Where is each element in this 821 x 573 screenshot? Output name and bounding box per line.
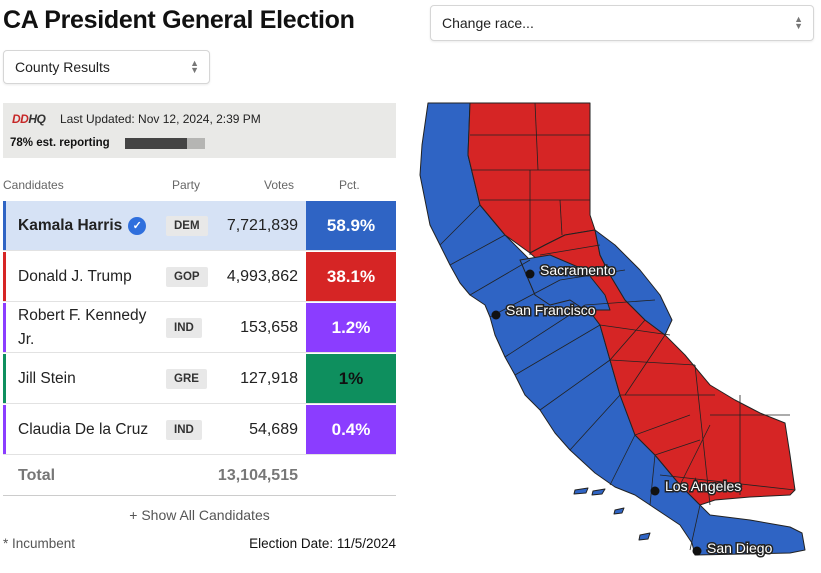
vote-percent: 38.1% — [306, 252, 396, 301]
vote-count: 54,689 — [249, 420, 298, 438]
vote-count: 153,658 — [240, 318, 298, 336]
candidate-name: Claudia De la Cruz — [18, 420, 149, 438]
san-francisco-label: San Francisco — [506, 302, 596, 318]
candidate-name: Jill Stein — [18, 369, 76, 387]
election-date: Election Date: 11/5/2024 — [249, 536, 396, 551]
candidate-name: Kamala Harris ✓ — [18, 214, 158, 238]
winner-check-icon: ✓ — [128, 216, 147, 235]
candidate-row[interactable]: Jill Stein GRE 127,918 1% — [3, 354, 396, 404]
map-island — [573, 487, 589, 495]
vote-percent: 1% — [306, 354, 396, 403]
party-color-accent — [3, 405, 6, 454]
vote-count: 127,918 — [240, 369, 298, 387]
party-color-accent — [3, 201, 6, 250]
vote-count: 4,993,862 — [226, 267, 298, 285]
party-badge: IND — [166, 419, 202, 440]
reporting-progress-fill — [125, 138, 188, 149]
party-badge: GOP — [166, 266, 208, 287]
results-view-select[interactable]: County Results ▲ ▼ — [3, 50, 210, 84]
party-color-accent — [3, 303, 6, 352]
vote-percent: 58.9% — [306, 201, 396, 250]
total-row: Total 13,104,515 — [3, 458, 396, 496]
los-angeles-marker — [650, 486, 660, 496]
sacramento-label: Sacramento — [540, 262, 616, 278]
party-color-accent — [3, 354, 6, 403]
sacramento-marker — [525, 269, 535, 279]
total-label: Total — [18, 467, 56, 484]
pct-column-header: Pct. — [339, 178, 360, 192]
map-dem-bay[interactable] — [519, 254, 611, 311]
incumbent-note: * Incumbent — [3, 536, 76, 551]
party-badge: IND — [166, 317, 202, 338]
change-race-select[interactable]: Change race... ▲ ▼ — [430, 5, 814, 41]
results-view-label: County Results — [15, 59, 110, 75]
california-county-map[interactable]: Sacramento San Francisco Los Angeles San… — [410, 95, 815, 565]
vote-percent: 0.4% — [306, 405, 396, 454]
votes-column-header: Votes — [264, 178, 295, 192]
candidate-row[interactable]: Donald J. Trump GOP 4,993,862 38.1% — [3, 252, 396, 302]
vote-percent: 1.2% — [306, 303, 396, 352]
candidate-name: Donald J. Trump — [18, 267, 132, 285]
san-diego-marker — [692, 546, 702, 556]
party-column-header: Party — [172, 178, 201, 192]
candidates-column-header: Candidates — [3, 178, 64, 192]
candidate-row[interactable]: Kamala Harris ✓ DEM 7,721,839 58.9% — [3, 201, 396, 251]
total-votes: 13,104,515 — [217, 467, 298, 484]
change-race-label: Change race... — [442, 15, 534, 31]
show-all-candidates-link[interactable]: + Show All Candidates — [129, 507, 270, 523]
last-updated-text: Last Updated: Nov 12, 2024, 2:39 PM — [60, 112, 261, 126]
reporting-progress-bar — [125, 138, 205, 149]
candidate-name: Robert F. Kennedy Jr. — [18, 306, 147, 348]
party-color-accent — [3, 252, 6, 301]
los-angeles-label: Los Angeles — [665, 478, 741, 494]
city-markers: Sacramento San Francisco Los Angeles San… — [491, 261, 774, 558]
san-francisco-marker — [491, 310, 501, 320]
san-diego-label: San Diego — [707, 540, 773, 556]
vote-count: 7,721,839 — [226, 216, 298, 234]
map-island — [613, 507, 625, 515]
ddhq-logo: DDHQ — [12, 112, 46, 126]
status-panel: DDHQ Last Updated: Nov 12, 2024, 2:39 PM… — [3, 103, 396, 158]
candidate-row[interactable]: Robert F. Kennedy Jr. IND 153,658 1.2% — [3, 303, 396, 353]
party-badge: GRE — [166, 368, 207, 389]
reporting-text: 78% est. reporting — [10, 137, 110, 149]
chevron-updown-icon: ▲ ▼ — [794, 14, 803, 31]
candidate-row[interactable]: Claudia De la Cruz IND 54,689 0.4% — [3, 405, 396, 455]
map-island — [591, 488, 606, 496]
chevron-updown-icon: ▲ ▼ — [190, 58, 199, 75]
party-badge: DEM — [166, 215, 208, 236]
page-title: CA President General Election — [3, 6, 355, 34]
map-island — [638, 532, 651, 541]
